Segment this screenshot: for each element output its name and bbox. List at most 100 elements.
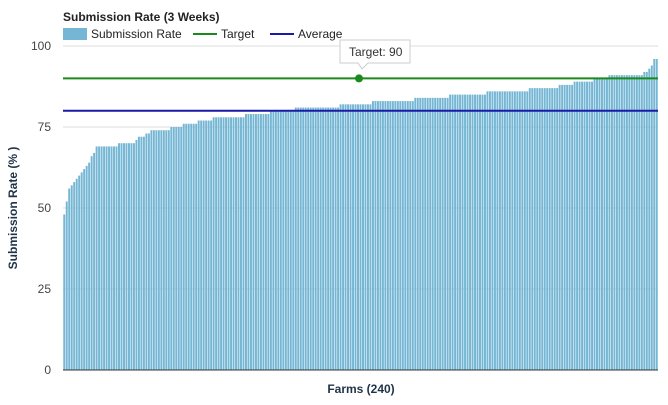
bar[interactable] (237, 117, 240, 370)
bar[interactable] (118, 143, 120, 370)
bar[interactable] (645, 71, 648, 371)
bar[interactable] (628, 75, 631, 370)
bar[interactable] (586, 81, 589, 370)
bar[interactable] (424, 97, 427, 370)
bar[interactable] (615, 75, 618, 370)
bar[interactable] (307, 107, 310, 370)
bar[interactable] (170, 127, 173, 370)
bar[interactable] (182, 123, 185, 370)
bar[interactable] (309, 107, 312, 370)
bar[interactable] (581, 81, 584, 370)
bar[interactable] (217, 117, 220, 370)
bar[interactable] (566, 84, 569, 370)
bar[interactable] (160, 130, 163, 370)
bar[interactable] (431, 97, 434, 370)
bar[interactable] (434, 97, 437, 370)
bar[interactable] (264, 114, 267, 370)
bar[interactable] (608, 75, 611, 370)
bar[interactable] (469, 94, 472, 370)
bar[interactable] (357, 104, 359, 370)
bar[interactable] (342, 104, 345, 370)
bar[interactable] (518, 91, 521, 371)
bar[interactable] (404, 101, 407, 370)
bar[interactable] (605, 78, 608, 371)
bar[interactable] (454, 94, 457, 370)
bar[interactable] (200, 120, 203, 371)
bar[interactable] (513, 91, 516, 371)
bar[interactable] (511, 91, 514, 371)
bar[interactable] (593, 78, 596, 371)
bar[interactable] (103, 146, 106, 370)
bar[interactable] (269, 110, 272, 371)
bar[interactable] (493, 91, 496, 371)
bar[interactable] (292, 110, 295, 371)
bar[interactable] (359, 104, 362, 370)
bar[interactable] (516, 91, 519, 371)
bar[interactable] (416, 97, 419, 370)
bar[interactable] (409, 101, 412, 370)
bar[interactable] (466, 94, 469, 370)
bar[interactable] (439, 97, 442, 370)
bar[interactable] (591, 81, 593, 370)
bar[interactable] (230, 117, 233, 370)
bar[interactable] (444, 97, 447, 370)
bar[interactable] (177, 127, 180, 370)
bar[interactable] (394, 101, 397, 370)
bar[interactable] (481, 94, 484, 370)
bar[interactable] (556, 88, 559, 371)
bar[interactable] (120, 143, 123, 370)
bar[interactable] (369, 104, 372, 370)
bar[interactable] (501, 91, 504, 371)
bar[interactable] (157, 130, 160, 370)
bar[interactable] (474, 94, 476, 370)
bar[interactable] (123, 143, 125, 370)
target-point-marker[interactable] (355, 74, 363, 83)
bar[interactable] (635, 75, 638, 370)
bar[interactable] (464, 94, 467, 370)
bar[interactable] (506, 91, 509, 371)
bar[interactable] (523, 91, 526, 371)
bar[interactable] (486, 91, 489, 371)
bar[interactable] (195, 123, 198, 370)
bar[interactable] (533, 88, 536, 371)
bar[interactable] (603, 78, 606, 371)
bar[interactable] (352, 104, 354, 370)
bar[interactable] (508, 91, 511, 371)
bar[interactable] (78, 175, 81, 370)
bar[interactable] (588, 81, 591, 370)
bar[interactable] (128, 143, 130, 370)
bar[interactable] (598, 78, 601, 371)
bar[interactable] (75, 178, 78, 370)
bar[interactable] (384, 101, 387, 370)
bar[interactable] (643, 71, 646, 371)
bar[interactable] (220, 117, 223, 370)
bar[interactable] (319, 107, 322, 370)
bar[interactable] (650, 65, 653, 370)
bar[interactable] (367, 104, 369, 370)
bar[interactable] (553, 88, 556, 371)
bar[interactable] (374, 101, 377, 370)
bar[interactable] (386, 101, 389, 370)
bar[interactable] (240, 117, 242, 370)
bar[interactable] (623, 75, 626, 370)
bar[interactable] (601, 78, 603, 371)
bar[interactable] (526, 91, 529, 371)
bar[interactable] (284, 110, 287, 371)
bar[interactable] (115, 146, 118, 370)
bar[interactable] (257, 114, 260, 370)
bar[interactable] (583, 81, 586, 370)
bar[interactable] (312, 107, 315, 370)
bar[interactable] (95, 146, 98, 370)
bar[interactable] (496, 91, 499, 371)
bar[interactable] (93, 152, 96, 370)
bar[interactable] (456, 94, 459, 370)
bar[interactable] (222, 117, 225, 370)
bar[interactable] (150, 130, 153, 370)
bar[interactable] (242, 117, 245, 370)
bar[interactable] (147, 133, 150, 370)
bar[interactable] (210, 120, 213, 371)
bar[interactable] (287, 110, 290, 371)
bar[interactable] (297, 107, 300, 370)
bar[interactable] (503, 91, 506, 371)
bar[interactable] (344, 104, 347, 370)
